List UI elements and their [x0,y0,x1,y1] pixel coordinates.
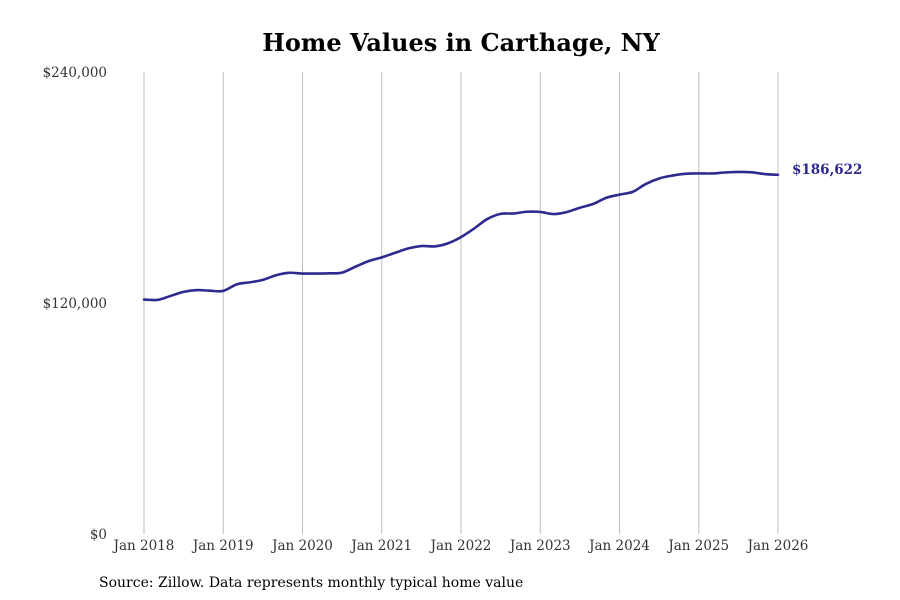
x-tick-label: Jan 2026 [746,538,809,554]
x-axis-tick-labels: Jan 2018 Jan 2019 Jan 2020 Jan 2021 Jan 2022… [112,538,809,554]
x-tick-label: Jan 2021 [349,538,412,554]
vertical-gridlines [143,72,779,534]
y-axis-tick-labels: $0 $120,000 $240,000 [43,65,107,543]
x-tick-label: Jan 2022 [429,538,492,554]
last-value-label: $186,622 [792,162,862,178]
chart-title: Home Values in Carthage, NY [262,28,660,57]
x-tick-label: Jan 2025 [666,538,729,554]
y-tick-label: $0 [90,527,107,543]
x-tick-label: Jan 2018 [112,538,175,554]
x-tick-label: Jan 2019 [191,538,254,554]
y-tick-label: $240,000 [43,65,107,81]
y-tick-label: $120,000 [43,296,107,312]
home-value-line [142,170,780,302]
x-tick-label: Jan 2024 [587,538,650,554]
x-tick-label: Jan 2023 [508,538,571,554]
source-note: Source: Zillow. Data represents monthly … [99,575,523,591]
x-tick-label: Jan 2020 [270,538,333,554]
